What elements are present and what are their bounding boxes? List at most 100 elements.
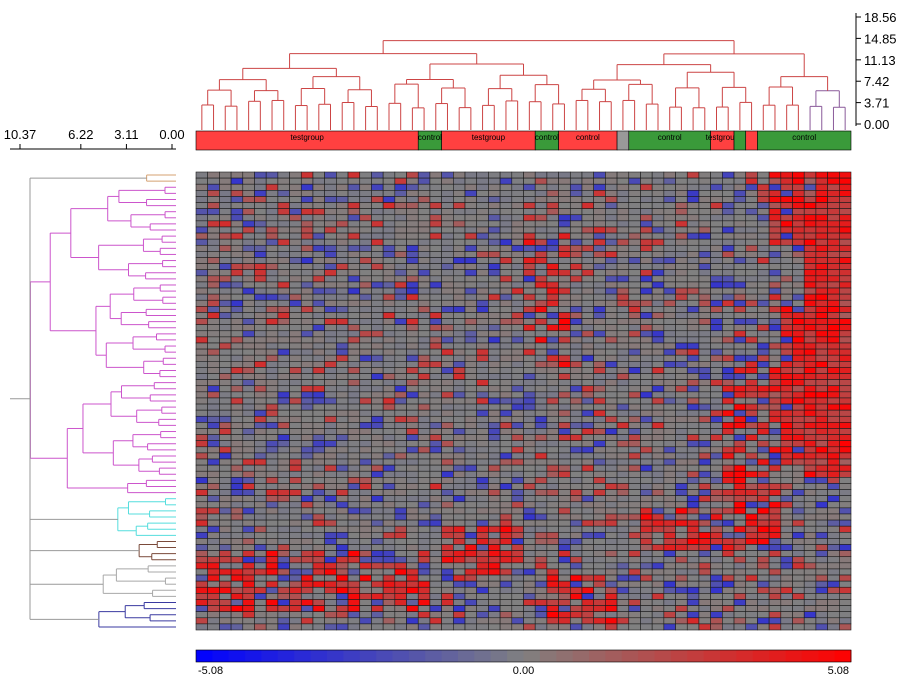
heatmap-cell bbox=[663, 623, 676, 631]
heatmap-cell bbox=[581, 361, 594, 368]
heatmap-cell bbox=[394, 275, 407, 283]
heatmap-cell bbox=[827, 281, 840, 289]
heatmap-cell bbox=[336, 299, 349, 307]
heatmap-cell bbox=[675, 397, 688, 405]
heatmap-cell bbox=[827, 214, 840, 222]
heatmap-cell bbox=[593, 183, 606, 191]
heatmap-cell bbox=[605, 599, 618, 606]
heatmap-cell bbox=[254, 605, 267, 612]
heatmap-cell bbox=[581, 220, 594, 228]
heatmap-cell bbox=[476, 367, 489, 374]
heatmap-cell bbox=[663, 379, 676, 387]
heatmap-cell bbox=[336, 190, 349, 197]
heatmap-cell bbox=[792, 196, 805, 203]
heatmap-cell bbox=[347, 470, 361, 478]
heatmap-cell bbox=[745, 452, 758, 460]
heatmap-cell bbox=[464, 214, 478, 222]
heatmap-cell bbox=[406, 623, 419, 631]
heatmap-cell bbox=[827, 287, 840, 295]
heatmap-cell bbox=[230, 483, 244, 490]
heatmap-cell bbox=[569, 293, 583, 301]
heatmap-cell bbox=[569, 599, 583, 606]
heatmap-cell bbox=[406, 580, 419, 588]
heatmap-cell bbox=[616, 544, 630, 551]
heatmap-cell bbox=[675, 379, 688, 387]
heatmap-cell bbox=[359, 562, 372, 570]
heatmap-cell bbox=[195, 263, 208, 271]
heatmap-cell bbox=[336, 342, 349, 350]
heatmap-cell bbox=[265, 361, 279, 368]
heatmap-cell bbox=[686, 470, 700, 478]
heatmap-cell bbox=[371, 342, 384, 350]
heatmap-cell bbox=[628, 623, 641, 631]
heatmap-cell bbox=[733, 525, 747, 533]
heatmap-cell bbox=[780, 422, 793, 429]
heatmap-cell bbox=[686, 599, 700, 606]
heatmap-cell bbox=[312, 220, 325, 228]
heatmap-cell bbox=[453, 403, 466, 411]
heatmap-cell bbox=[207, 336, 220, 344]
heatmap-cell bbox=[359, 477, 372, 484]
heatmap-cell bbox=[429, 544, 442, 551]
heatmap-cell bbox=[757, 501, 770, 509]
heatmap-cell bbox=[628, 342, 641, 350]
heatmap-cell bbox=[382, 281, 396, 289]
heatmap-cell bbox=[710, 538, 723, 545]
heatmap-cell bbox=[429, 287, 442, 295]
heatmap-cell bbox=[838, 330, 852, 338]
heatmap-cell bbox=[780, 220, 793, 228]
heatmap-cell bbox=[827, 269, 840, 277]
heatmap-cell bbox=[663, 391, 676, 399]
heatmap-cell bbox=[593, 177, 606, 185]
heatmap-cell bbox=[371, 373, 384, 380]
heatmap-cell bbox=[289, 361, 302, 368]
heatmap-cell bbox=[289, 238, 302, 246]
heatmap-cell bbox=[464, 391, 478, 399]
heatmap-cell bbox=[558, 306, 571, 313]
heatmap-cell bbox=[476, 342, 489, 350]
heatmap-cell bbox=[569, 531, 583, 539]
heatmap-cell bbox=[277, 495, 290, 503]
heatmap-cell bbox=[464, 519, 478, 527]
heatmap-cell bbox=[324, 312, 337, 319]
heatmap-cell bbox=[710, 550, 723, 558]
heatmap-cell bbox=[300, 183, 314, 191]
heatmap-cell bbox=[663, 208, 676, 216]
heatmap-cell bbox=[675, 196, 688, 203]
heatmap-cell bbox=[207, 415, 220, 423]
heatmap-cell bbox=[780, 177, 793, 185]
heatmap-cell bbox=[219, 263, 232, 271]
heatmap-cell bbox=[464, 269, 478, 277]
heatmap-cell bbox=[429, 519, 442, 527]
heatmap-cell bbox=[523, 422, 536, 429]
heatmap-cell bbox=[534, 544, 548, 551]
heatmap-cell bbox=[394, 391, 407, 399]
heatmap-cell bbox=[406, 238, 419, 246]
heatmap-cell bbox=[382, 507, 396, 515]
heatmap-cell bbox=[558, 299, 571, 307]
heatmap-cell bbox=[347, 611, 361, 619]
heatmap-cell bbox=[675, 550, 688, 558]
heatmap-cell bbox=[757, 531, 770, 539]
heatmap-cell bbox=[219, 556, 232, 564]
heatmap-cell bbox=[838, 611, 852, 619]
heatmap-cell bbox=[827, 513, 840, 521]
heatmap-cell bbox=[336, 409, 349, 417]
row-axis-tick-label: 3.11 bbox=[114, 127, 138, 142]
heatmap-cell bbox=[558, 593, 571, 600]
heatmap-cell bbox=[628, 348, 641, 356]
heatmap-cell bbox=[616, 623, 630, 631]
heatmap-cell bbox=[780, 605, 793, 612]
heatmap-cell bbox=[710, 312, 723, 319]
heatmap-cell bbox=[265, 544, 279, 551]
heatmap-cell bbox=[675, 446, 688, 454]
heatmap-cell bbox=[207, 275, 220, 283]
heatmap-cell bbox=[324, 263, 337, 271]
heatmap-cell bbox=[757, 299, 770, 307]
heatmap-cell bbox=[546, 409, 559, 417]
heatmap-cell bbox=[523, 183, 536, 191]
heatmap-cell bbox=[558, 336, 571, 344]
heatmap-cell bbox=[242, 574, 255, 582]
heatmap-cell bbox=[605, 434, 618, 441]
heatmap-cell bbox=[300, 544, 314, 551]
